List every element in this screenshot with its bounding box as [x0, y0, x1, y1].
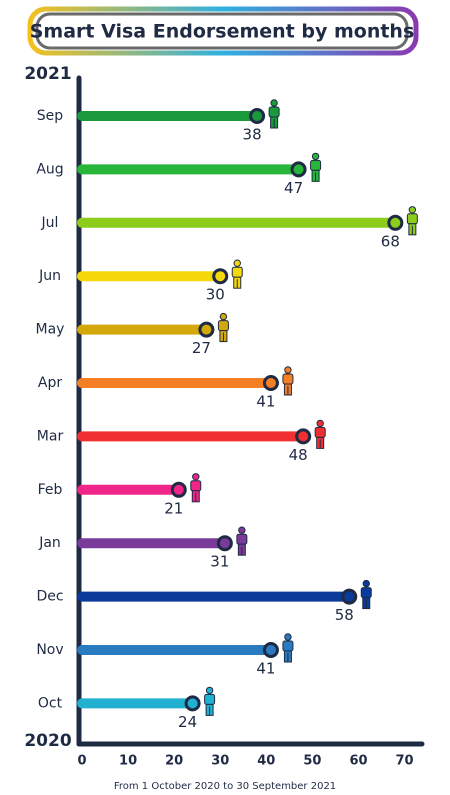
person-icon [360, 579, 372, 610]
person-icon [310, 152, 322, 182]
bar-end [212, 268, 229, 285]
icon-head [362, 579, 370, 588]
icon-body [268, 106, 280, 118]
person-icon [190, 473, 202, 503]
person-icon [282, 366, 294, 396]
icon-body [310, 159, 322, 171]
value-label: 58 [335, 606, 354, 624]
icon-body [282, 640, 294, 652]
person-icon [282, 633, 294, 663]
person-icon [314, 419, 326, 449]
value-label: 68 [381, 232, 400, 250]
bar-end [262, 375, 279, 391]
y-tick-label: Apr [38, 375, 62, 391]
person-icon [204, 686, 216, 716]
value-label: 27 [192, 339, 211, 357]
value-label: 47 [284, 179, 303, 197]
icon-body [282, 373, 294, 385]
icon-head [238, 526, 246, 534]
year-top: 2021 [24, 64, 71, 84]
value-label: 48 [289, 446, 308, 464]
x-tick-label: 0 [77, 754, 86, 769]
bar-end [387, 214, 404, 231]
bar-end [290, 161, 307, 178]
value-label: 21 [164, 499, 183, 517]
icon-body [204, 693, 216, 705]
icon-body [360, 587, 372, 599]
value-label: 31 [210, 553, 229, 571]
value-label: 38 [243, 126, 262, 144]
bar-end [170, 481, 187, 498]
icon-head [192, 473, 200, 481]
x-tick-label: 60 [349, 754, 367, 769]
person-icon [268, 99, 280, 129]
bar-end [295, 428, 312, 445]
title-box [35, 12, 409, 50]
note: From 1 October 2020 to 30 September 2021 [114, 781, 336, 792]
icon-body [190, 480, 202, 492]
icon-head [270, 99, 278, 107]
icon-head [284, 633, 292, 641]
y-tick-label: Dec [36, 589, 63, 605]
icon-body [236, 533, 248, 545]
x-tick-label: 20 [165, 754, 183, 769]
icon-body [231, 266, 243, 278]
person-icon [217, 312, 229, 343]
person-icon [236, 526, 248, 556]
y-tick-label: Aug [36, 161, 63, 177]
bar-end [262, 642, 279, 658]
icon-body [314, 426, 326, 438]
person-icon [406, 206, 418, 236]
bar-end [198, 321, 215, 338]
value-label: 24 [178, 713, 197, 731]
bar-end [184, 695, 201, 712]
bar-end [341, 588, 358, 605]
bar-end [216, 535, 233, 552]
x-tick-label: 30 [211, 754, 229, 769]
icon-head [233, 259, 241, 267]
icon-body [217, 320, 229, 332]
x-tick-label: 70 [396, 754, 414, 769]
y-tick-label: Jan [38, 535, 61, 551]
y-tick-label: Mar [37, 428, 64, 444]
icon-head [408, 206, 417, 214]
y-tick-label: Sep [37, 108, 64, 124]
y-tick-label: Nov [36, 642, 63, 658]
icon-head [205, 686, 214, 695]
x-tick-label: 50 [303, 754, 321, 769]
year-bottom: 2020 [24, 731, 71, 751]
icon-head [316, 419, 324, 428]
icon-head [219, 312, 228, 321]
x-tick-label: 10 [119, 754, 137, 769]
y-tick-label: Jun [38, 268, 61, 284]
y-tick-label: Oct [38, 695, 63, 711]
y-tick-label: May [36, 322, 65, 338]
person-icon [231, 259, 243, 289]
y-tick-label: Jul [41, 215, 59, 231]
y-tick-label: Feb [38, 482, 63, 498]
icon-head [284, 366, 292, 374]
icon-body [406, 213, 418, 225]
value-label: 30 [206, 286, 225, 304]
value-label: 41 [256, 393, 275, 411]
title-frame [27, 6, 419, 56]
chart-title: Smart Visa Endorsement by months [30, 21, 415, 43]
icon-head [311, 152, 320, 161]
value-label: 41 [256, 660, 275, 678]
x-tick-label: 40 [257, 754, 275, 769]
bar-end [249, 108, 266, 124]
